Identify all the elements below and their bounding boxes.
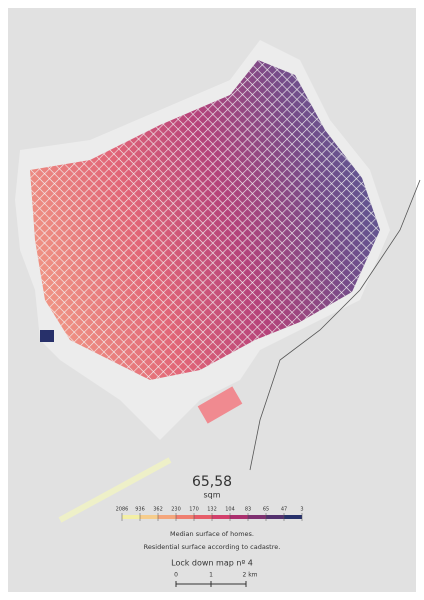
legend-swatch <box>284 515 302 519</box>
legend-label: 3 <box>300 507 303 513</box>
headline-value: 65,58 <box>192 474 232 490</box>
legend-label: 170 <box>189 507 199 513</box>
scale-bar: 0 1 2 km <box>174 572 258 587</box>
headline-unit: sqm <box>203 491 220 500</box>
legend-swatch <box>122 515 140 519</box>
caption-line: Median surface of homes. <box>170 530 254 538</box>
legend-swatch <box>230 515 248 519</box>
legend-swatch <box>248 515 266 519</box>
legend-label: 132 <box>207 507 217 513</box>
legend-label: 936 <box>135 507 145 513</box>
legend-label: 65 <box>263 507 269 513</box>
legend: 2086 936 362 230 170 132 104 83 65 47 3 <box>116 507 304 521</box>
legend-swatch <box>176 515 194 519</box>
legend-swatch <box>266 515 284 519</box>
beach <box>58 457 172 523</box>
street-grid <box>30 60 380 380</box>
legend-label: 362 <box>153 507 163 513</box>
legend-label: 83 <box>245 507 251 513</box>
legend-label: 104 <box>225 507 235 513</box>
legend-label: 230 <box>171 507 181 513</box>
caption-line: Residential surface according to cadastr… <box>144 543 281 551</box>
map <box>15 40 421 523</box>
scale-label: 0 <box>174 572 178 579</box>
scale-label: 2 km <box>242 572 257 579</box>
legend-swatch <box>194 515 212 519</box>
legend-swatch <box>212 515 230 519</box>
scale-label: 1 <box>209 572 213 579</box>
legend-label: 2086 <box>116 507 129 513</box>
district-patch <box>197 386 243 424</box>
legend-swatch <box>158 515 176 519</box>
legend-label: 47 <box>281 507 287 513</box>
map-title: Lock down map nº 4 <box>171 559 253 568</box>
legend-swatch <box>140 515 158 519</box>
district-patch <box>40 330 54 342</box>
coastline <box>249 179 421 471</box>
